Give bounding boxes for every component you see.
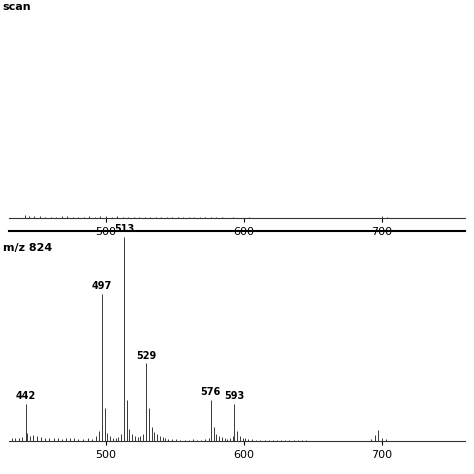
- Text: m/z 824: m/z 824: [3, 243, 52, 253]
- Text: 576: 576: [201, 387, 221, 397]
- Text: 497: 497: [92, 281, 112, 292]
- Text: 442: 442: [16, 392, 36, 401]
- Text: 513: 513: [114, 224, 134, 234]
- Text: scan: scan: [3, 2, 31, 12]
- Text: 529: 529: [136, 351, 156, 361]
- Text: 593: 593: [224, 392, 245, 401]
